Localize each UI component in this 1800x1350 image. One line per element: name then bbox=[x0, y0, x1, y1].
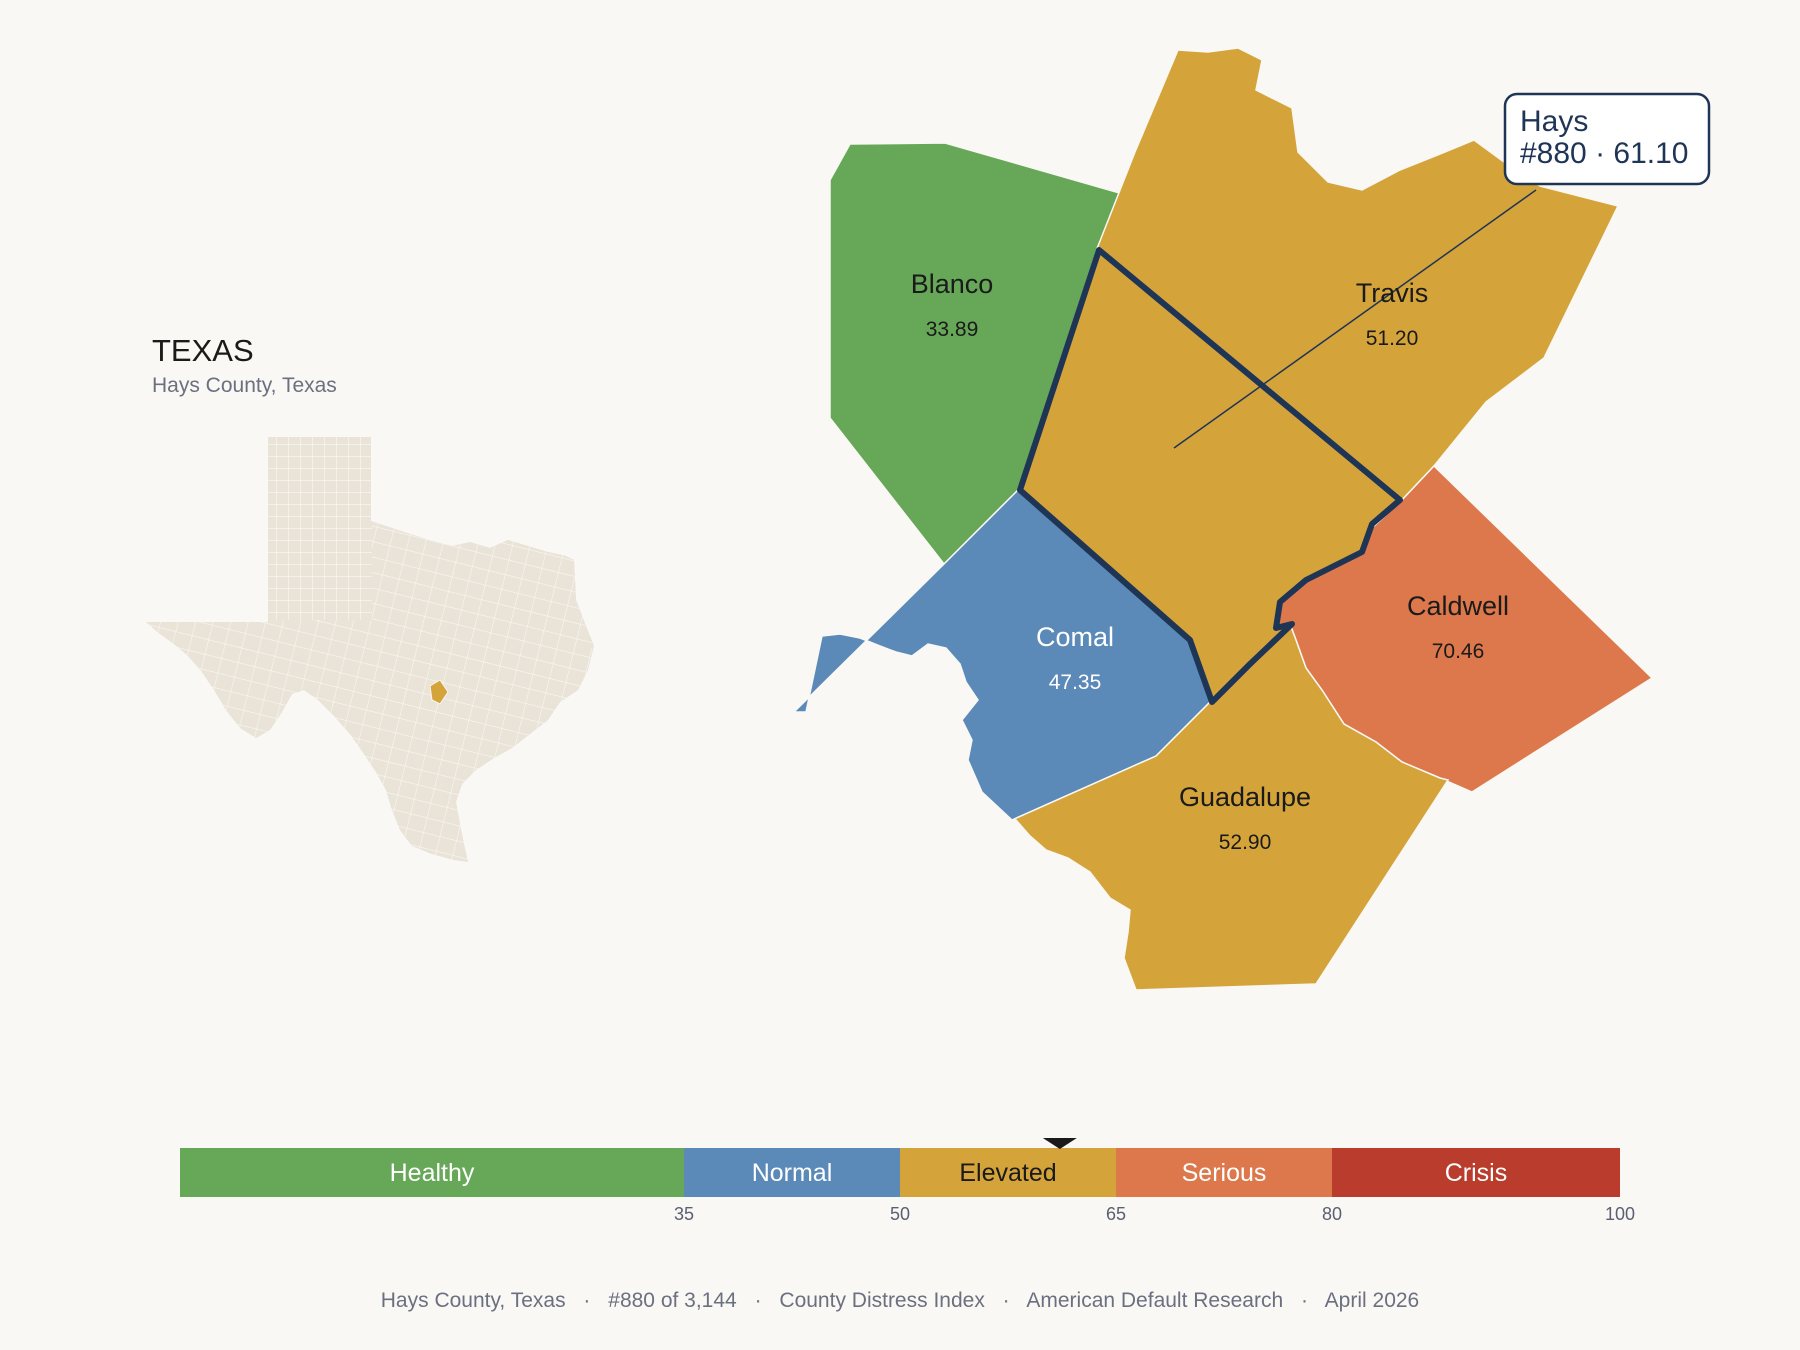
texas-county-grid bbox=[146, 437, 592, 862]
county-map bbox=[792, 47, 1654, 991]
inset-subtitle: Hays County, Texas bbox=[152, 374, 337, 397]
legend-band-healthy bbox=[180, 1148, 684, 1197]
footer-source: American Default Research bbox=[1026, 1289, 1283, 1312]
county-value-travis: 51.20 bbox=[1366, 327, 1419, 350]
callout-line2: #880 · 61.10 bbox=[1520, 137, 1688, 170]
legend-band-crisis bbox=[1332, 1148, 1620, 1197]
legend-tick-100: 100 bbox=[1605, 1204, 1635, 1224]
inset-hays-highlight bbox=[429, 679, 449, 705]
legend-label-serious: Serious bbox=[1182, 1159, 1267, 1187]
legend-tick-80: 80 bbox=[1322, 1204, 1342, 1224]
hays-highlight-outline bbox=[1017, 247, 1403, 705]
footer-sep-1: · bbox=[583, 1289, 590, 1312]
county-hays[interactable] bbox=[1020, 248, 1400, 700]
county-label-blanco: Blanco bbox=[911, 269, 994, 299]
footer-place: Hays County, Texas bbox=[381, 1289, 566, 1312]
legend-label-healthy: Healthy bbox=[390, 1159, 475, 1187]
county-label-guadalupe: Guadalupe bbox=[1179, 782, 1311, 812]
county-value-caldwell: 70.46 bbox=[1432, 640, 1485, 663]
legend-band-normal bbox=[684, 1148, 900, 1197]
legend: Healthy Normal Elevated Serious Crisis 35 50 65… bbox=[180, 1138, 1635, 1224]
footer-date: April 2026 bbox=[1325, 1289, 1420, 1312]
footer-index: County Distress Index bbox=[779, 1289, 985, 1312]
legend-tick-50: 50 bbox=[890, 1204, 910, 1224]
inset-title: TEXAS bbox=[152, 333, 254, 368]
footer-sep-3: · bbox=[1003, 1289, 1010, 1312]
county-labels: Blanco 33.89 Travis 51.20 Comal 47.35 Caldwell… bbox=[911, 269, 1509, 854]
callout-box bbox=[1503, 92, 1711, 186]
legend-tick-35: 35 bbox=[674, 1204, 694, 1224]
county-value-comal: 47.35 bbox=[1049, 671, 1102, 694]
county-label-travis: Travis bbox=[1356, 278, 1429, 308]
county-value-guadalupe: 52.90 bbox=[1219, 831, 1272, 854]
footer-sep-4: · bbox=[1301, 1289, 1308, 1312]
legend-band-elevated bbox=[900, 1148, 1116, 1197]
callout-line1: Hays bbox=[1520, 105, 1588, 138]
footer-rank: #880 of 3,144 bbox=[608, 1289, 737, 1312]
footer: Hays County, Texas · #880 of 3,144 · Cou… bbox=[381, 1289, 1419, 1312]
county-value-blanco: 33.89 bbox=[926, 318, 979, 341]
legend-label-crisis: Crisis bbox=[1445, 1159, 1508, 1187]
legend-tick-65: 65 bbox=[1106, 1204, 1126, 1224]
hays-callout: Hays #880 · 61.10 bbox=[1503, 92, 1711, 186]
legend-label-elevated: Elevated bbox=[959, 1159, 1056, 1187]
texas-inset: TEXAS Hays County, Texas bbox=[146, 333, 594, 862]
legend-band-serious bbox=[1116, 1148, 1332, 1197]
legend-label-normal: Normal bbox=[752, 1159, 833, 1187]
county-guadalupe[interactable] bbox=[1011, 622, 1450, 991]
footer-sep-2: · bbox=[755, 1289, 762, 1312]
county-label-comal: Comal bbox=[1036, 622, 1114, 652]
callout-leader-line bbox=[1173, 189, 1537, 449]
county-label-caldwell: Caldwell bbox=[1407, 591, 1509, 621]
legend-marker bbox=[1042, 1138, 1077, 1149]
